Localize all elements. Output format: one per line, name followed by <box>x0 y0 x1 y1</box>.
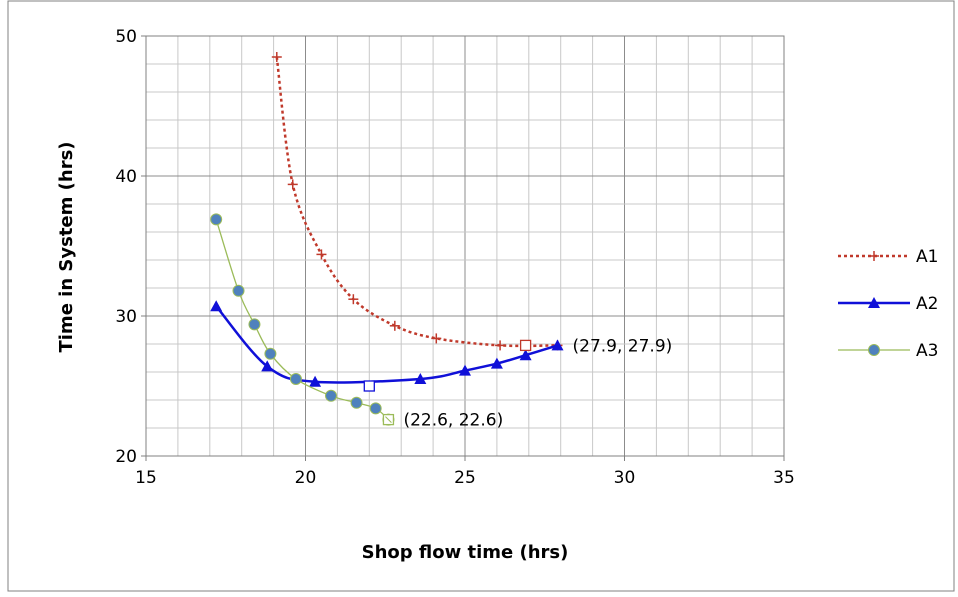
data-point <box>325 389 338 402</box>
data-point <box>271 52 282 62</box>
x-axis-title: Shop flow time (hrs) <box>362 542 569 563</box>
data-point <box>495 340 506 351</box>
series-group <box>210 52 564 426</box>
data-point <box>248 318 261 331</box>
y-tick-label: 40 <box>115 167 137 187</box>
data-point <box>414 373 427 384</box>
series-a2 <box>210 300 564 387</box>
x-tick-label: 20 <box>295 468 317 488</box>
annotation-label: (22.6, 22.6) <box>403 411 503 431</box>
x-tick-label: 15 <box>135 468 157 488</box>
chart-border <box>7 0 955 592</box>
data-point <box>316 249 327 260</box>
optimal-point-marker <box>363 380 375 392</box>
legend-marker <box>868 344 880 356</box>
legend-label: A1 <box>916 247 938 267</box>
legend-item-a3: A3 <box>838 341 938 361</box>
y-tick-label: 20 <box>115 447 137 467</box>
data-point <box>261 360 274 372</box>
data-point <box>348 294 359 305</box>
legend: A1 A2 A3 <box>838 247 938 361</box>
data-point <box>309 375 322 387</box>
data-point <box>210 300 223 312</box>
data-point <box>459 364 471 376</box>
legend-label: A3 <box>916 341 938 361</box>
data-point <box>369 402 382 415</box>
data-point <box>350 396 363 409</box>
data-point <box>551 339 564 351</box>
legend-marker <box>868 297 880 308</box>
data-point <box>519 349 532 361</box>
data-point <box>289 373 302 385</box>
y-axis-title: Time in System (hrs) <box>56 141 77 352</box>
annotations: (27.9, 27.9) (22.6, 22.6) <box>363 336 673 431</box>
y-tick-label: 30 <box>115 307 137 327</box>
x-tick-label: 35 <box>773 468 795 488</box>
data-point <box>232 284 245 297</box>
annotation-label: (27.9, 27.9) <box>573 336 673 356</box>
optimal-point-marker <box>382 413 395 426</box>
legend-item-a2: A2 <box>838 294 938 314</box>
optimal-point-marker <box>519 339 532 352</box>
data-point <box>431 333 442 344</box>
data-point <box>389 320 400 331</box>
series-a3 <box>210 213 395 426</box>
x-tick-label: 25 <box>454 468 476 488</box>
data-point <box>210 213 223 226</box>
y-tick-label: 50 <box>115 27 137 47</box>
series-a1 <box>271 52 563 351</box>
grid <box>145 35 785 457</box>
legend-item-a1: A1 <box>838 247 938 267</box>
x-tick-label: 30 <box>614 468 636 488</box>
legend-label: A2 <box>916 294 938 314</box>
series-line-a1 <box>275 56 558 348</box>
data-point <box>287 179 298 190</box>
legend-marker <box>869 251 879 261</box>
data-point <box>264 347 277 360</box>
data-point <box>490 357 503 369</box>
